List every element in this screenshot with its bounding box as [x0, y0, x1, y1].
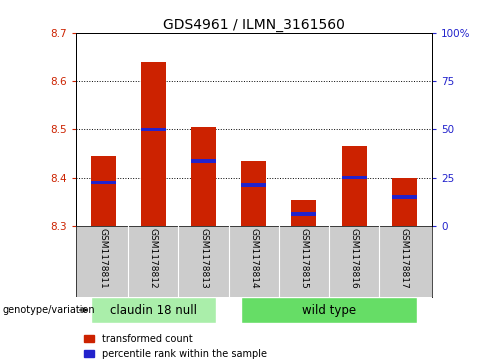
Bar — [91, 156, 116, 226]
Bar — [241, 183, 266, 187]
Bar — [191, 159, 216, 163]
Text: claudin 18 null: claudin 18 null — [110, 303, 197, 317]
Text: GSM1178814: GSM1178814 — [249, 228, 258, 289]
Bar — [291, 200, 317, 226]
Bar — [91, 297, 216, 323]
Title: GDS4961 / ILMN_3161560: GDS4961 / ILMN_3161560 — [163, 18, 345, 32]
Bar — [342, 176, 366, 179]
Text: GSM1178811: GSM1178811 — [99, 228, 108, 289]
Text: genotype/variation: genotype/variation — [2, 305, 95, 315]
Text: GSM1178816: GSM1178816 — [349, 228, 359, 289]
Bar — [241, 161, 266, 226]
Bar — [342, 146, 366, 226]
Bar — [291, 212, 317, 216]
Legend: transformed count, percentile rank within the sample: transformed count, percentile rank withi… — [81, 330, 271, 363]
Bar — [191, 127, 216, 226]
Bar — [91, 181, 116, 184]
Bar — [141, 128, 166, 131]
Bar — [241, 297, 417, 323]
Bar — [141, 62, 166, 226]
Text: GSM1178813: GSM1178813 — [199, 228, 208, 289]
Text: GSM1178812: GSM1178812 — [149, 228, 158, 289]
Text: GSM1178815: GSM1178815 — [300, 228, 308, 289]
Bar — [392, 178, 417, 226]
Text: GSM1178817: GSM1178817 — [400, 228, 409, 289]
Bar — [392, 195, 417, 199]
Text: wild type: wild type — [302, 303, 356, 317]
